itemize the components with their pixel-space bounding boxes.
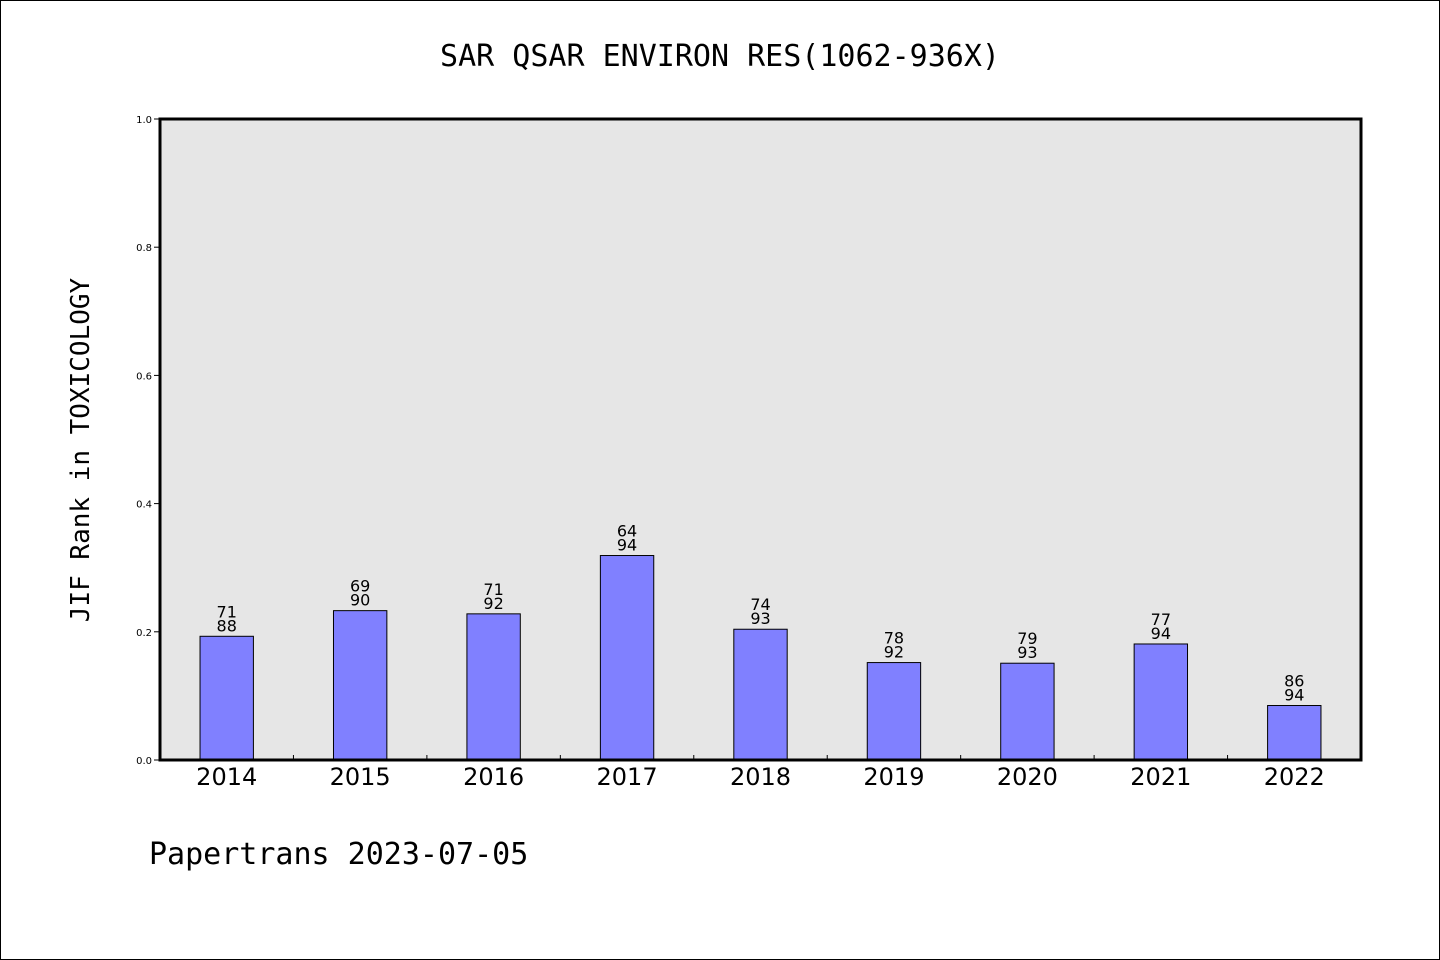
bar-2017 bbox=[599, 555, 655, 761]
chart-title: SAR QSAR ENVIRON RES(1062-936X) bbox=[440, 39, 1000, 74]
bar-rank-label-2015: 69 bbox=[350, 577, 370, 596]
bar-rank-label-2017: 64 bbox=[617, 522, 637, 541]
bar-total-label-2017: 94 bbox=[617, 536, 637, 555]
y-tick-label: 0.4 bbox=[136, 500, 152, 511]
bar-total-label-2014: 88 bbox=[217, 616, 237, 635]
bar-2018 bbox=[733, 628, 788, 761]
bar-rank-label-2019: 78 bbox=[884, 629, 904, 648]
bar-2016 bbox=[466, 613, 521, 761]
footer-text: Papertrans 2023-07-05 bbox=[149, 837, 528, 872]
bar-total-label-2018: 93 bbox=[750, 609, 770, 628]
bar-rank-label-2020: 79 bbox=[1017, 629, 1037, 648]
y-axis: 0.0 0.2 0.4 0.6 0.8 1.0 bbox=[136, 115, 160, 767]
x-tick-label-2019: 2019 bbox=[863, 763, 924, 791]
y-tick-label: 0.2 bbox=[136, 628, 152, 639]
bar-rank-label-2016: 71 bbox=[483, 580, 503, 599]
bar-2014 bbox=[199, 635, 254, 761]
bar-total-label-2021: 94 bbox=[1151, 624, 1171, 643]
plot-border bbox=[158, 117, 1363, 762]
bar-2022 bbox=[1267, 705, 1322, 761]
bar-2021 bbox=[1133, 643, 1189, 761]
x-tick-label-2014: 2014 bbox=[196, 763, 257, 791]
bar-2019 bbox=[866, 662, 922, 761]
y-axis-label: JIF Rank in TOXICOLOGY bbox=[66, 277, 96, 622]
x-tick-label-2015: 2015 bbox=[330, 763, 391, 791]
bar-2015 bbox=[332, 610, 388, 761]
y-tick-label: 0.0 bbox=[136, 756, 152, 767]
y-tick-label: 0.6 bbox=[136, 371, 152, 382]
x-tick-label-2018: 2018 bbox=[730, 763, 791, 791]
bars-layer bbox=[199, 555, 1322, 761]
bar-total-label-2015: 90 bbox=[350, 591, 370, 610]
bar-2020 bbox=[1000, 662, 1055, 761]
bar-total-label-2016: 92 bbox=[483, 594, 503, 613]
y-tick-label: 1.0 bbox=[136, 115, 152, 126]
bar-rank-label-2021: 77 bbox=[1151, 610, 1171, 629]
bar-rank-label-2014: 71 bbox=[217, 602, 237, 621]
bar-rank-label-2022: 86 bbox=[1284, 672, 1304, 691]
x-tick-label-2020: 2020 bbox=[997, 763, 1058, 791]
y-tick-label: 0.8 bbox=[136, 243, 152, 254]
x-tick-label-2017: 2017 bbox=[597, 763, 658, 791]
bar-total-label-2020: 93 bbox=[1017, 643, 1037, 662]
bar-total-label-2022: 94 bbox=[1284, 686, 1304, 705]
x-axis: 2014 2015 2016 2017 2018 2019 2020 2021 2022 bbox=[196, 755, 1325, 791]
bar-total-label-2019: 92 bbox=[884, 643, 904, 662]
x-tick-label-2021: 2021 bbox=[1130, 763, 1191, 791]
x-tick-label-2016: 2016 bbox=[463, 763, 524, 791]
x-tick-label-2022: 2022 bbox=[1264, 763, 1325, 791]
bar-rank-label-2018: 74 bbox=[750, 595, 770, 614]
